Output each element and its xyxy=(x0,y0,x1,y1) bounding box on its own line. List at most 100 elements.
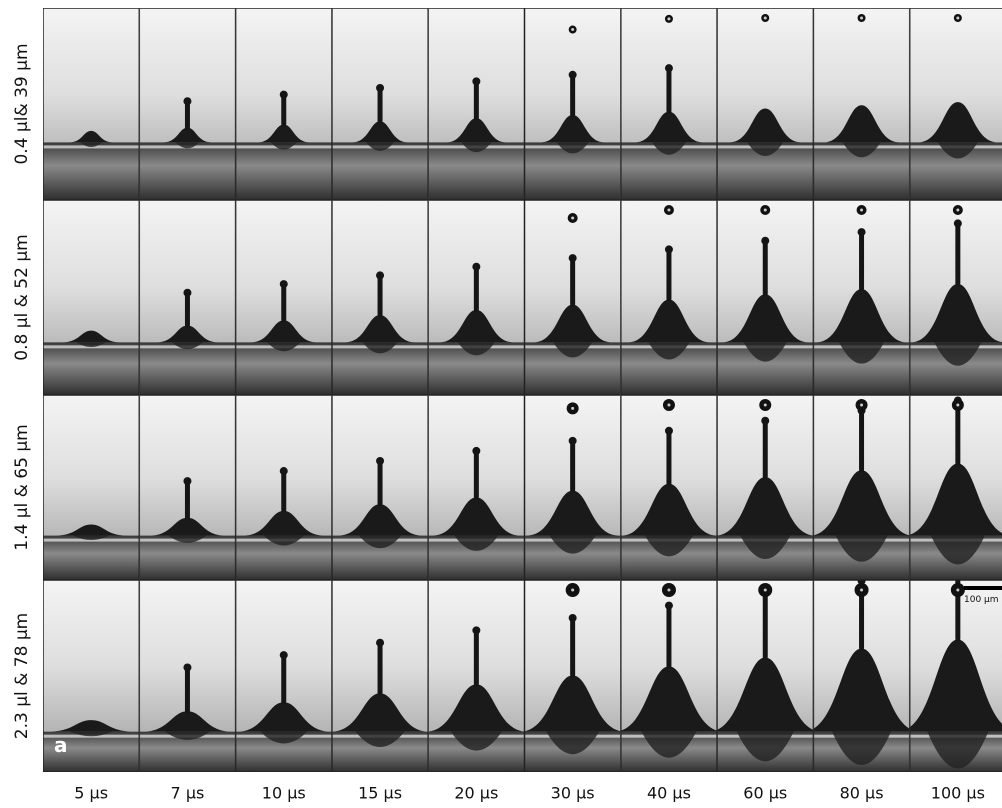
drop-highlight xyxy=(763,16,767,20)
photo-cell xyxy=(620,8,718,200)
droplet-mirror xyxy=(359,535,402,549)
droplet-mirror xyxy=(651,142,686,155)
substrate xyxy=(43,731,140,772)
jet xyxy=(281,655,287,705)
droplet-bump xyxy=(717,657,814,732)
droplet-mirror xyxy=(546,731,600,755)
droplet-bump xyxy=(331,693,429,732)
photo-cell xyxy=(524,395,621,580)
droplet-bump xyxy=(142,711,233,732)
photo-cell xyxy=(813,580,910,772)
jet-tip xyxy=(568,254,577,263)
column-label: 10 µs xyxy=(262,784,306,803)
column-label: 100 µs xyxy=(931,784,985,803)
jet xyxy=(377,642,383,696)
droplet-bump xyxy=(813,470,910,536)
substrate xyxy=(43,342,140,395)
jet xyxy=(666,68,672,114)
photo-cell xyxy=(428,200,525,395)
jet xyxy=(762,593,768,660)
substrate xyxy=(43,142,140,200)
drop-highlight xyxy=(956,16,960,20)
column-label: 80 µs xyxy=(840,784,884,803)
droplet-mirror xyxy=(556,142,589,154)
row-label: 0.8 µl & 52 µm xyxy=(12,234,32,360)
row-label: 0.4 µl& 39 µm xyxy=(12,43,32,164)
droplet-bump xyxy=(524,675,621,732)
jet xyxy=(377,88,383,124)
droplet-bump xyxy=(910,283,1002,343)
droplet-mirror xyxy=(736,731,794,762)
droplet-bump xyxy=(69,130,114,143)
photo-cell xyxy=(524,8,621,200)
photo-cell xyxy=(909,580,1002,772)
droplet-mirror xyxy=(450,731,502,751)
jet-tip xyxy=(568,613,577,622)
photo-cell xyxy=(813,200,910,395)
photo-cell xyxy=(43,200,140,395)
substrate xyxy=(139,535,236,580)
droplet-mirror xyxy=(832,731,892,765)
jet-tip xyxy=(279,651,288,660)
droplet-bump xyxy=(540,114,605,143)
droplet-bump xyxy=(909,639,1002,732)
jet-tip xyxy=(761,416,770,425)
jet xyxy=(184,101,190,130)
drop-highlight xyxy=(571,588,575,592)
jet xyxy=(859,580,865,651)
jet-tip xyxy=(376,456,385,465)
photo-cell xyxy=(331,8,429,200)
droplet-mirror xyxy=(747,142,784,156)
droplet-bump xyxy=(48,720,135,732)
drop-highlight xyxy=(667,17,671,21)
jet-tip xyxy=(183,477,192,486)
jet-tip xyxy=(279,90,288,99)
photo-cell xyxy=(43,395,140,580)
jet xyxy=(281,471,287,513)
substrate xyxy=(139,342,236,395)
photo-cell xyxy=(331,395,429,580)
column-label: 30 µs xyxy=(551,784,595,803)
droplet-bump xyxy=(345,315,416,343)
jet-tip xyxy=(376,638,385,647)
photo-cell xyxy=(524,580,621,772)
droplet-mirror xyxy=(457,342,495,356)
droplet-bump xyxy=(439,309,514,343)
reflection xyxy=(43,538,140,542)
photo-cell xyxy=(235,200,332,395)
drop-highlight xyxy=(571,28,575,32)
row-label: 2.3 µl & 78 µm xyxy=(12,613,32,739)
droplet-bump xyxy=(250,320,317,343)
droplet-bump xyxy=(352,121,409,143)
jet-tip xyxy=(279,467,288,476)
droplet-mirror xyxy=(270,142,297,150)
jet-tip xyxy=(568,436,577,445)
column-label: 15 µs xyxy=(358,784,402,803)
droplet-bump xyxy=(813,648,910,732)
drop-highlight xyxy=(667,588,671,592)
photo-cell xyxy=(139,8,236,200)
droplet-mirror xyxy=(454,535,499,551)
droplet-mirror xyxy=(740,535,791,560)
droplet-mirror xyxy=(648,342,690,360)
photo-cell xyxy=(235,580,332,772)
droplet-mirror xyxy=(842,142,881,158)
substrate xyxy=(331,142,429,200)
droplet-mirror xyxy=(835,535,888,562)
substrate xyxy=(139,142,236,200)
photo-cell xyxy=(717,395,814,580)
droplet-bump xyxy=(338,504,423,536)
droplet-mirror xyxy=(355,731,405,748)
jet-tip xyxy=(568,70,577,79)
substrate xyxy=(43,535,140,580)
droplet-mirror xyxy=(549,535,596,554)
jet xyxy=(473,81,479,121)
jet-tip xyxy=(183,97,192,106)
jet-tip xyxy=(183,663,192,672)
photo-cell xyxy=(331,580,429,772)
droplet-mirror xyxy=(641,731,697,758)
droplet-mirror xyxy=(76,342,106,348)
droplet-mirror xyxy=(930,535,985,565)
photo-cell xyxy=(428,8,525,200)
jet-tip xyxy=(472,262,481,271)
